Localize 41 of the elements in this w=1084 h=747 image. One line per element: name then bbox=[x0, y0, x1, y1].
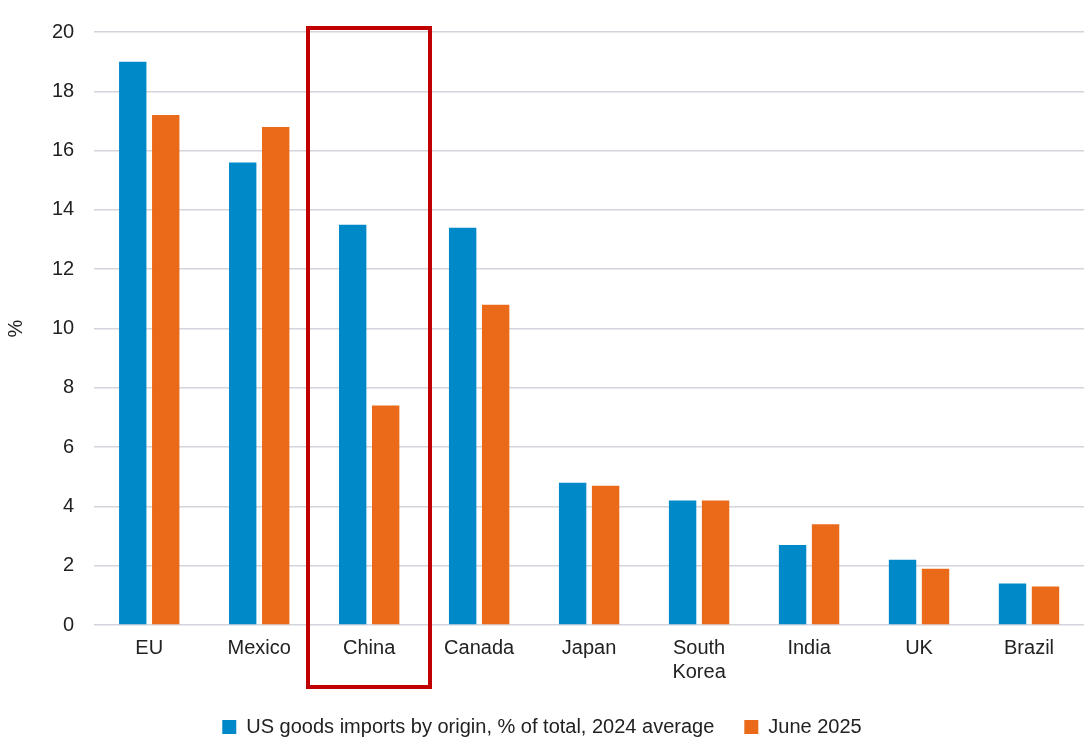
bar bbox=[591, 485, 620, 625]
bar bbox=[229, 162, 257, 625]
y-tick-label: 12 bbox=[52, 256, 75, 279]
y-tick-label: 10 bbox=[52, 316, 75, 339]
bar bbox=[558, 482, 587, 625]
bar bbox=[481, 304, 510, 625]
bar bbox=[888, 559, 917, 625]
y-tick-label: 6 bbox=[63, 434, 75, 457]
x-tick-label: Brazil bbox=[1004, 635, 1055, 658]
x-tick-label: UK bbox=[905, 635, 934, 658]
bar bbox=[921, 568, 950, 625]
x-tick-label: China bbox=[343, 635, 397, 658]
y-tick-label: 4 bbox=[63, 493, 75, 516]
y-tick-label: 18 bbox=[52, 78, 75, 101]
y-tick-label: 8 bbox=[63, 375, 75, 398]
bar bbox=[262, 126, 290, 625]
bar bbox=[338, 224, 367, 625]
legend-label: June 2025 bbox=[768, 714, 862, 737]
bar bbox=[448, 227, 477, 625]
y-tick-label: 2 bbox=[63, 553, 75, 576]
bar bbox=[998, 583, 1027, 625]
bar bbox=[119, 61, 147, 625]
y-tick-label: 0 bbox=[63, 612, 75, 635]
x-tick-label: EU bbox=[135, 635, 164, 658]
x-tick-label: Japan bbox=[561, 635, 617, 658]
x-tick-label: India bbox=[787, 635, 832, 658]
bar bbox=[701, 500, 730, 625]
x-tick-label: South Korea bbox=[672, 635, 727, 682]
bar bbox=[668, 500, 697, 625]
y-axis-title: % bbox=[3, 319, 26, 338]
y-tick-label: 14 bbox=[52, 197, 75, 220]
bar bbox=[1031, 586, 1060, 625]
x-tick-label: Mexico bbox=[227, 635, 291, 658]
y-tick-label: 16 bbox=[52, 138, 75, 161]
y-tick-label: 20 bbox=[52, 19, 75, 42]
bar bbox=[152, 115, 180, 625]
legend-label: US goods imports by origin, % of total, 2024 average bbox=[246, 714, 715, 737]
x-tick-label: Canada bbox=[444, 635, 516, 658]
bar bbox=[371, 405, 400, 625]
bar bbox=[811, 524, 840, 625]
bar bbox=[778, 544, 807, 625]
